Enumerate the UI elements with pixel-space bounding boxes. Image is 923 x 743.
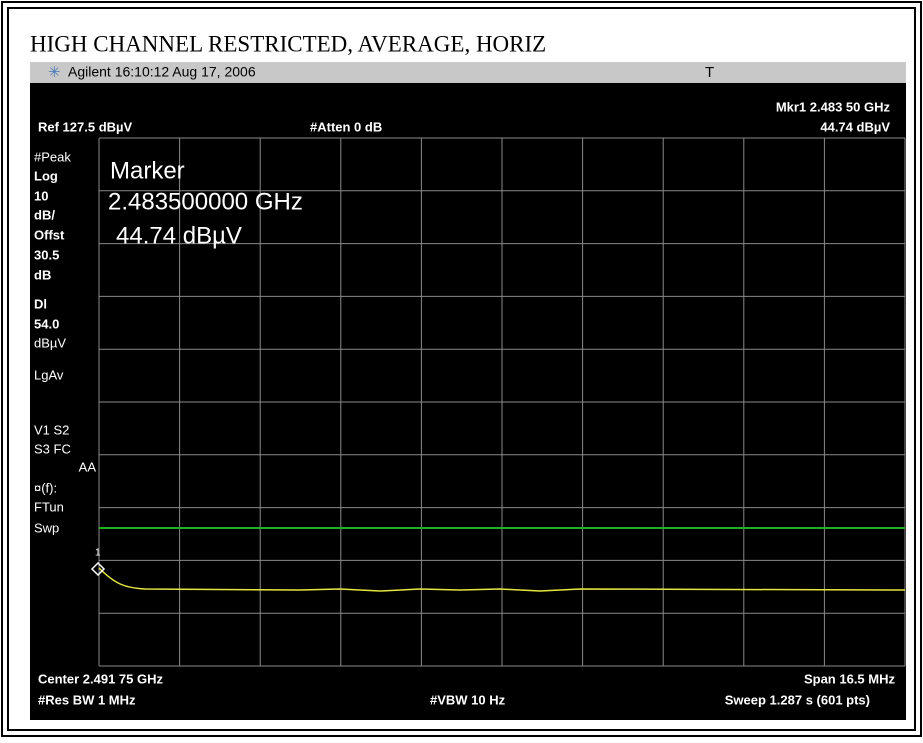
atten: #Atten 0 dB <box>310 119 382 134</box>
side-label: ¤(f): <box>34 480 57 495</box>
side-label: S3 FC <box>34 441 71 456</box>
marker-level-box: 44.74 dBµV <box>116 222 242 249</box>
grid <box>98 137 906 667</box>
center: Center 2.491 75 GHz <box>38 671 164 686</box>
sweep: Sweep 1.287 s (601 pts) <box>725 692 870 707</box>
side-label: #Peak <box>34 149 71 164</box>
marker-number: 1 <box>95 548 101 559</box>
left-labels: #Peak Log 10 dB/Offst 30.5 dB Dl 54.0 dBµV LgAv V1… <box>34 149 96 535</box>
side-label: Dl <box>34 296 47 311</box>
title-bar <box>30 62 906 83</box>
mode: T <box>705 64 714 81</box>
side-label: LgAv <box>34 367 64 382</box>
side-label: V1 S2 <box>34 422 69 437</box>
side-label: Offst <box>34 227 65 242</box>
rbw: #Res BW 1 MHz <box>38 692 136 707</box>
side-label: Log <box>34 168 58 183</box>
brand: Agilent 16:10:12 Aug 17, 2006 <box>68 64 256 80</box>
side-label: 30.5 <box>34 247 59 262</box>
marker-diamond <box>90 561 106 577</box>
marker-freq: Mkr1 2.483 50 GHz <box>776 99 891 114</box>
side-label: dB/ <box>34 207 55 222</box>
side-label: 10 <box>34 188 48 203</box>
side-label: AA <box>79 459 97 474</box>
marker-frequency: 2.483500000 GHz <box>108 188 303 215</box>
side-label: FTun <box>34 499 64 514</box>
vbw: #VBW 10 Hz <box>430 692 506 707</box>
marker-title: Marker <box>110 157 185 184</box>
side-label: 54.0 <box>34 316 59 331</box>
side-label: dBµV <box>34 335 66 350</box>
inner-frame <box>7 7 916 731</box>
ref-level: Ref 127.5 dBµV <box>38 119 133 134</box>
span: Span 16.5 MHz <box>804 671 896 686</box>
side-label: dB <box>34 267 51 282</box>
side-label: Swp <box>34 520 59 535</box>
trace <box>98 567 906 592</box>
logo: ✳ <box>48 64 61 81</box>
marker-level: 44.74 dBµV <box>820 119 890 134</box>
title: HIGH CHANNEL RESTRICTED, AVERAGE, HORIZ <box>30 31 546 56</box>
